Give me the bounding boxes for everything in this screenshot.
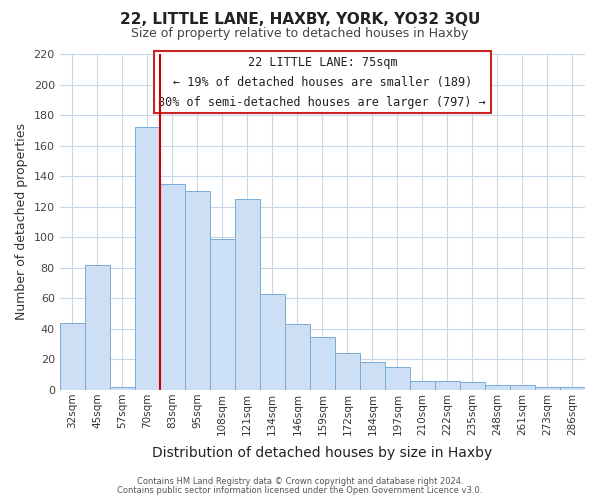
Bar [335, 354, 360, 390]
Y-axis label: Number of detached properties: Number of detached properties [15, 124, 28, 320]
Bar [59, 323, 85, 390]
Bar [210, 239, 235, 390]
Bar [185, 192, 210, 390]
Bar [310, 336, 335, 390]
Text: Contains public sector information licensed under the Open Government Licence v3: Contains public sector information licen… [118, 486, 482, 495]
Bar [135, 128, 160, 390]
Bar [435, 381, 460, 390]
Bar [510, 386, 535, 390]
Bar [85, 265, 110, 390]
Bar [460, 382, 485, 390]
Text: Contains HM Land Registry data © Crown copyright and database right 2024.: Contains HM Land Registry data © Crown c… [137, 477, 463, 486]
X-axis label: Distribution of detached houses by size in Haxby: Distribution of detached houses by size … [152, 446, 493, 460]
Text: Size of property relative to detached houses in Haxby: Size of property relative to detached ho… [131, 28, 469, 40]
Bar [535, 387, 560, 390]
Bar [235, 199, 260, 390]
Bar [260, 294, 285, 390]
Bar [160, 184, 185, 390]
Bar [485, 386, 510, 390]
Bar [360, 362, 385, 390]
Bar [560, 387, 585, 390]
Bar [385, 367, 410, 390]
Text: 22, LITTLE LANE, HAXBY, YORK, YO32 3QU: 22, LITTLE LANE, HAXBY, YORK, YO32 3QU [120, 12, 480, 28]
Bar [410, 381, 435, 390]
Text: 22 LITTLE LANE: 75sqm
← 19% of detached houses are smaller (189)
80% of semi-det: 22 LITTLE LANE: 75sqm ← 19% of detached … [158, 56, 486, 108]
Bar [110, 387, 135, 390]
Bar [285, 324, 310, 390]
